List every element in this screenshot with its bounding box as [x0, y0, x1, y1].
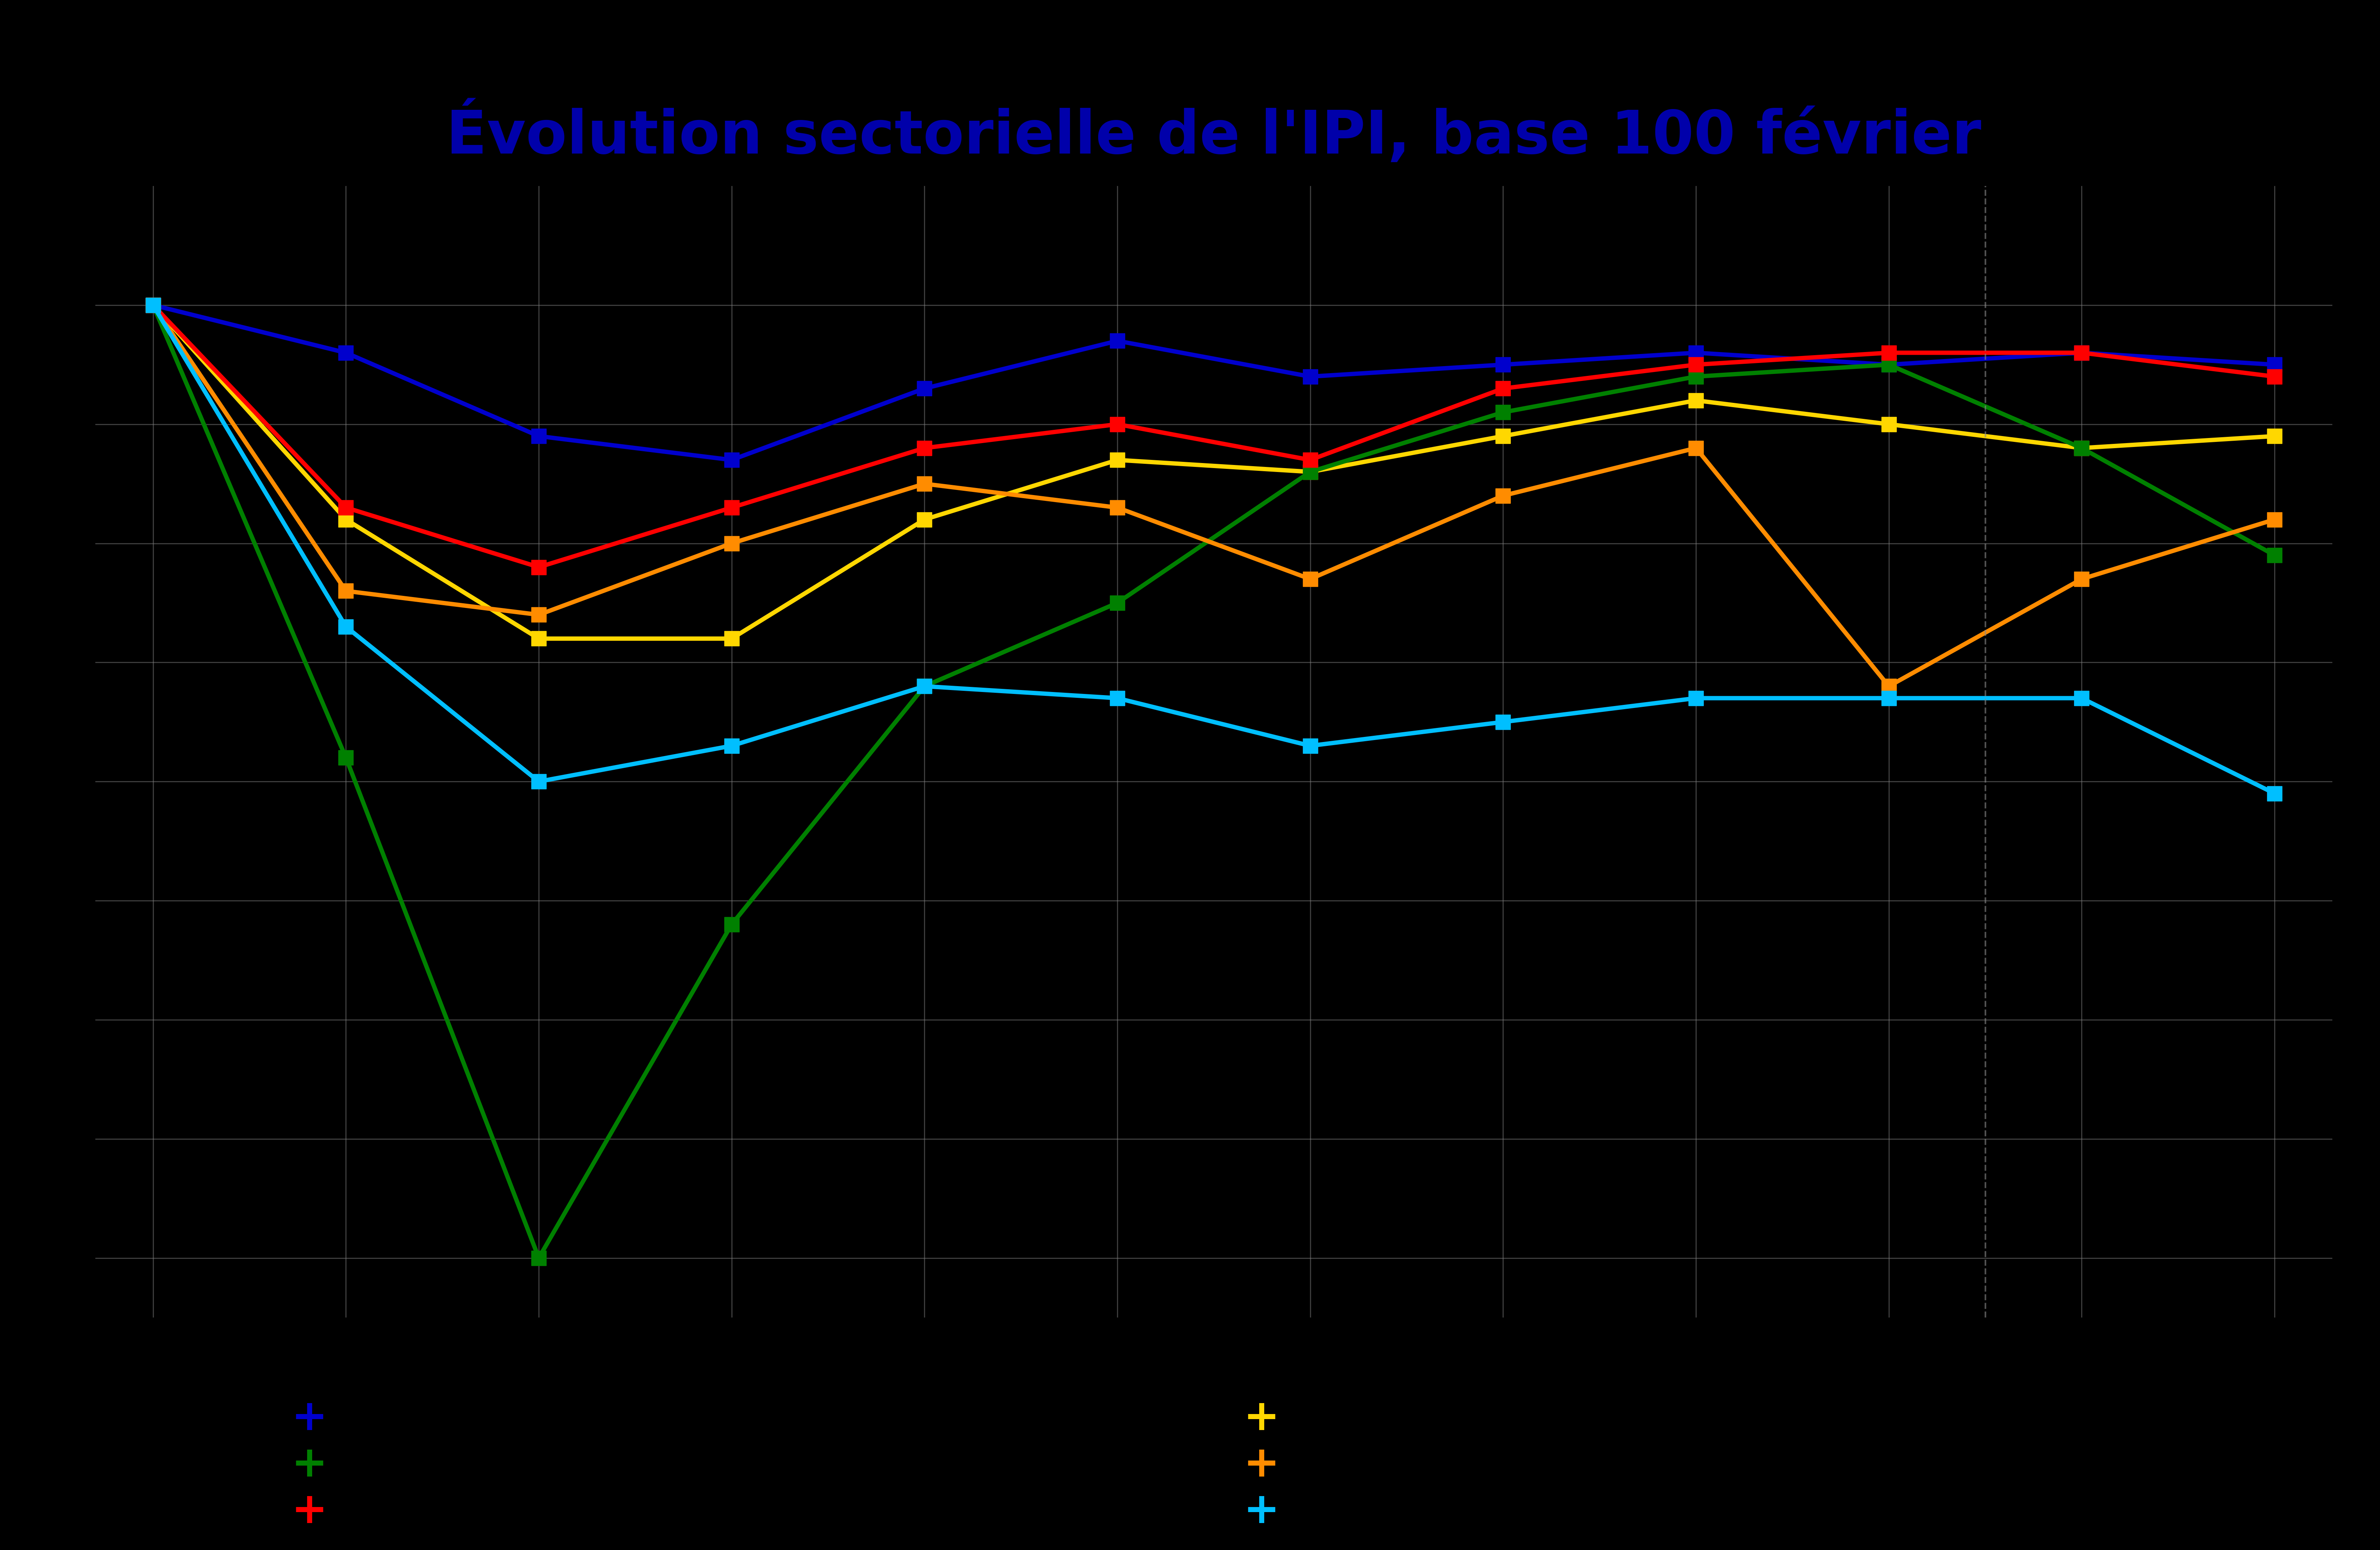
Text: +: +	[290, 1398, 328, 1438]
Text: +: +	[1242, 1491, 1280, 1531]
Text: +: +	[1242, 1445, 1280, 1485]
Text: +: +	[290, 1491, 328, 1531]
Text: +: +	[290, 1445, 328, 1485]
Title: Évolution sectorielle de l'IPI, base 100 février: Évolution sectorielle de l'IPI, base 100…	[445, 102, 1983, 166]
Text: +: +	[1242, 1398, 1280, 1438]
